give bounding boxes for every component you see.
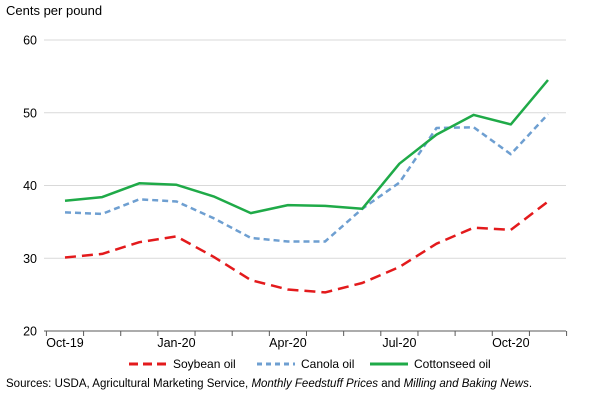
- x-axis-ticks: Oct-19 Jan-20 Apr-20 Jul-20 Oct-20: [46, 336, 529, 350]
- legend-label-soybean-oil: Soybean oil: [173, 357, 236, 371]
- legend-label-canola-oil: Canola oil: [301, 357, 355, 371]
- source-prefix: Sources: USDA, Agricultural Marketing Se…: [6, 378, 252, 390]
- x-tick-label: Jan-20: [157, 336, 195, 350]
- x-tick-label: Oct-20: [492, 336, 530, 350]
- source-publication-2: Milling and Baking News: [403, 378, 529, 390]
- y-tick-label: 30: [23, 252, 37, 266]
- series-line-soybean-oil: [64, 200, 549, 294]
- source-mid: and: [378, 378, 404, 390]
- y-tick-label: 60: [23, 34, 37, 48]
- legend-item-soybean-oil: Soybean oil: [127, 354, 236, 374]
- legend-item-cottonseed-oil: Cottonseed oil: [368, 354, 491, 374]
- legend-swatch-cottonseed-oil: [370, 362, 408, 366]
- gridlines: [44, 39, 566, 259]
- legend: Soybean oil Canola oil Cottonseed oil: [0, 354, 590, 374]
- x-tick-label: Apr-20: [269, 336, 307, 350]
- y-tick-label: 40: [23, 179, 37, 193]
- series-line-canola-oil: [64, 113, 549, 243]
- y-tick-label: 20: [23, 325, 37, 339]
- legend-item-canola-oil: Canola oil: [255, 354, 354, 374]
- source-note: Sources: USDA, Agricultural Marketing Se…: [6, 378, 532, 390]
- y-tick-label: 50: [23, 106, 37, 120]
- source-suffix: .: [528, 378, 533, 390]
- legend-swatch-canola-oil: [257, 362, 295, 366]
- y-axis-ticks: 20 30 40 50 60: [23, 34, 37, 339]
- x-tick-label: Jul-20: [382, 336, 416, 350]
- x-tick-label: Oct-19: [46, 336, 84, 350]
- source-publication-1: Monthly Feedstuff Prices: [251, 378, 378, 390]
- series-line-cottonseed-oil: [64, 79, 549, 215]
- y-axis-label: Cents per pound: [6, 3, 103, 18]
- legend-swatch-soybean-oil: [129, 362, 167, 366]
- x-axis: [44, 330, 568, 336]
- series-lines: [64, 79, 549, 294]
- legend-label-cottonseed-oil: Cottonseed oil: [414, 357, 491, 371]
